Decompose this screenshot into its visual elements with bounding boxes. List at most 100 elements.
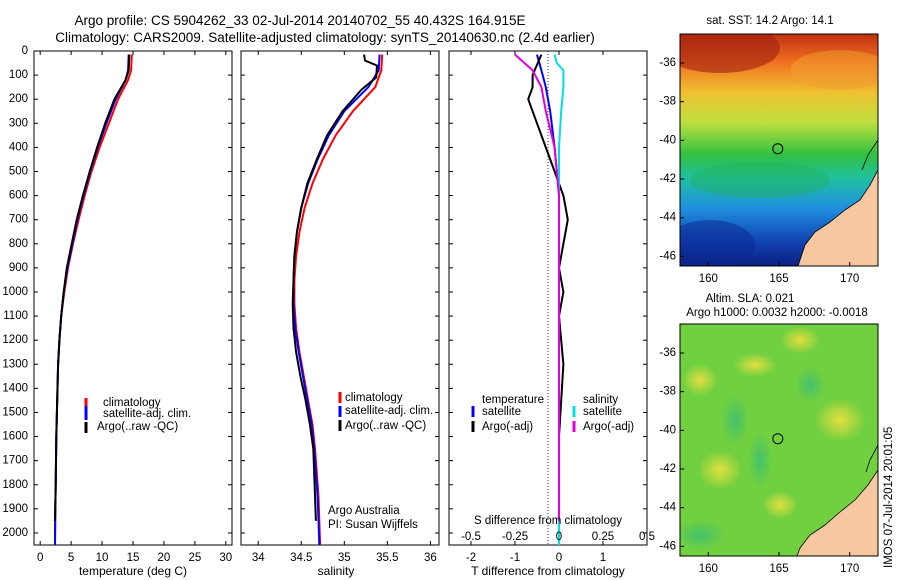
difference-t-label: T difference from climatology xyxy=(471,564,625,578)
depth-tick-label: 700 xyxy=(9,214,28,226)
depth-tick-label: 500 xyxy=(9,166,28,178)
salinity-x-tick-label: 36 xyxy=(424,552,437,564)
temperature-legend-climatology: climatology xyxy=(103,397,161,409)
difference-x-tick-label: -1 xyxy=(510,552,520,564)
difference-panel: -2 -1 0 1 S difference from climatology -0.… xyxy=(448,50,655,578)
sst-map-panel: sat. SST: 14.2 Argo: 14.1 160 165 170 -36 -3… xyxy=(659,15,879,285)
difference-x-tick-label: 1 xyxy=(600,552,606,564)
sla-map-field xyxy=(680,324,878,556)
depth-tick-label: 1700 xyxy=(2,455,28,467)
salinity-x-label: salinity xyxy=(318,564,355,578)
sla-map-x-tick-label: 160 xyxy=(699,563,718,575)
sst-map-x-tick-label: 160 xyxy=(699,273,718,285)
sst-map-y-tick-label: -40 xyxy=(659,134,676,146)
difference-series-temperature-argo-adj- xyxy=(527,54,569,521)
depth-tick-label: 1300 xyxy=(2,358,28,370)
sst-map-y-tick-label: -36 xyxy=(659,57,676,69)
sla-map-y-tick-label: -38 xyxy=(659,386,676,398)
salinity-legend-argo: Argo(..raw -QC) xyxy=(345,420,426,432)
sla-map-y-tick-label: -44 xyxy=(659,502,676,514)
temperature-x-tick-label: 25 xyxy=(188,552,201,564)
depth-tick-label: 2000 xyxy=(2,527,28,539)
salinity-annotation-argo-australia: Argo Australia xyxy=(328,505,400,517)
sla-map-x-tick-label: 165 xyxy=(769,563,788,575)
temperature-x-tick-label: 15 xyxy=(127,552,140,564)
temperature-legend-satellite: satellite-adj. clim. xyxy=(103,408,191,420)
temperature-x-label: temperature (deg C) xyxy=(79,564,187,578)
sla-map-y-tick-label: -46 xyxy=(659,540,676,552)
difference-legend-temperature-title: temperature xyxy=(482,394,544,406)
temperature-plot-frame xyxy=(33,50,233,546)
salinity-x-tick-label: 34 xyxy=(252,552,265,564)
temperature-series-argo-raw-qc- xyxy=(54,54,131,521)
sst-map-title: sat. SST: 14.2 Argo: 14.1 xyxy=(706,15,833,27)
difference-s-tick-label: 0.25 xyxy=(592,531,614,543)
difference-s-tick-label: 0 xyxy=(556,531,562,543)
depth-tick-label: 1500 xyxy=(2,406,28,418)
imos-timestamp-text: IMOS 07-Jul-2014 20:01:05 xyxy=(883,427,895,568)
difference-legend-temperature-satellite: satellite xyxy=(482,406,521,418)
sla-map-title: Altim. SLA: 0.021 xyxy=(706,293,795,305)
sst-map-y-tick-label: -42 xyxy=(659,173,676,185)
sla-map-panel: Altim. SLA: 0.021 Argo h1000: 0.0032 h20… xyxy=(659,293,879,575)
difference-legend-salinity-satellite: satellite xyxy=(583,406,622,418)
sst-map-x-tick-label: 165 xyxy=(769,273,788,285)
depth-tick-label: 200 xyxy=(9,93,28,105)
salinity-legend-climatology: climatology xyxy=(345,392,403,404)
sla-map-x-tick-label: 170 xyxy=(840,563,859,575)
difference-legend-salinity-title: salinity xyxy=(583,394,618,406)
salinity-x-tick-label: 35.5 xyxy=(376,552,398,564)
temperature-x-tick-label: 10 xyxy=(96,552,109,564)
difference-s-tick-label: 0.5 xyxy=(639,531,655,543)
sst-map-x-tick-label: 170 xyxy=(840,273,859,285)
sla-map-subtitle: Argo h1000: 0.0032 h2000: -0.0018 xyxy=(686,307,868,319)
depth-tick-label: 400 xyxy=(9,141,28,153)
temperature-x-tick-label: 20 xyxy=(158,552,171,564)
sla-map-y-tick-label: -36 xyxy=(659,347,676,359)
difference-legend-temperature-argo: Argo(-adj) xyxy=(482,421,533,433)
temperature-x-tick-label: 5 xyxy=(68,552,74,564)
difference-series-salinity-argo-adj- xyxy=(514,53,560,521)
difference-s-tick-label: -0.25 xyxy=(502,531,528,543)
salinity-series-argo-raw-qc- xyxy=(291,54,378,521)
difference-s-tick-label: -0.5 xyxy=(461,531,481,543)
sla-map-land xyxy=(796,469,878,556)
depth-tick-label: 1800 xyxy=(2,479,28,491)
sla-map-y-tick-label: -40 xyxy=(659,424,676,436)
depth-tick-label: 1000 xyxy=(2,286,28,298)
depth-tick-label: 0 xyxy=(22,45,28,57)
temperature-legend: climatology satellite-adj. clim. Argo(..… xyxy=(84,397,191,433)
depth-tick-label: 100 xyxy=(9,69,28,81)
temperature-x-tick-label: 30 xyxy=(219,552,232,564)
depth-tick-label: 1400 xyxy=(2,382,28,394)
sst-map-field xyxy=(680,34,878,266)
depth-tick-label: 1900 xyxy=(2,503,28,515)
sst-map-y-tick-label: -44 xyxy=(659,212,676,224)
difference-x-tick-label: -2 xyxy=(466,552,476,564)
sst-map-y-tick-label: -38 xyxy=(659,96,676,108)
salinity-x-tick-label: 34.5 xyxy=(290,552,312,564)
sst-map-argo-marker xyxy=(772,143,784,155)
salinity-legend-satellite: satellite-adj. clim. xyxy=(345,405,433,417)
depth-tick-label: 1200 xyxy=(2,334,28,346)
depth-tick-label: 1100 xyxy=(3,310,28,322)
sst-map-y-tick-label: -46 xyxy=(659,250,676,262)
salinity-x-tick-label: 35 xyxy=(338,552,351,564)
figure-title-line1: Argo profile: CS 5904262_33 02-Jul-2014 … xyxy=(74,13,525,28)
depth-tick-label: 1600 xyxy=(2,431,28,443)
depth-tick-label: 300 xyxy=(9,117,28,129)
temperature-x-tick-label: 0 xyxy=(37,552,43,564)
sla-map-argo-marker xyxy=(772,433,784,445)
salinity-panel: 34 34.5 35 35.5 36 salinity climatology sate… xyxy=(240,50,440,578)
sst-map-land xyxy=(797,169,878,266)
imos-timestamp: IMOS 07-Jul-2014 20:01:05 xyxy=(883,427,895,568)
depth-tick-label: 600 xyxy=(9,190,28,202)
difference-legend: temperature satellite Argo(-adj) salinit… xyxy=(471,394,634,433)
difference-legend-salinity-argo: Argo(-adj) xyxy=(583,421,634,433)
temperature-panel: 0100200300400500600700800900100011001200… xyxy=(2,45,233,578)
depth-tick-label: 900 xyxy=(9,262,28,274)
difference-x-tick-label: 0 xyxy=(556,552,562,564)
salinity-plot-frame xyxy=(240,50,440,546)
figure-title-line2: Climatology: CARS2009. Satellite-adjuste… xyxy=(55,30,595,45)
